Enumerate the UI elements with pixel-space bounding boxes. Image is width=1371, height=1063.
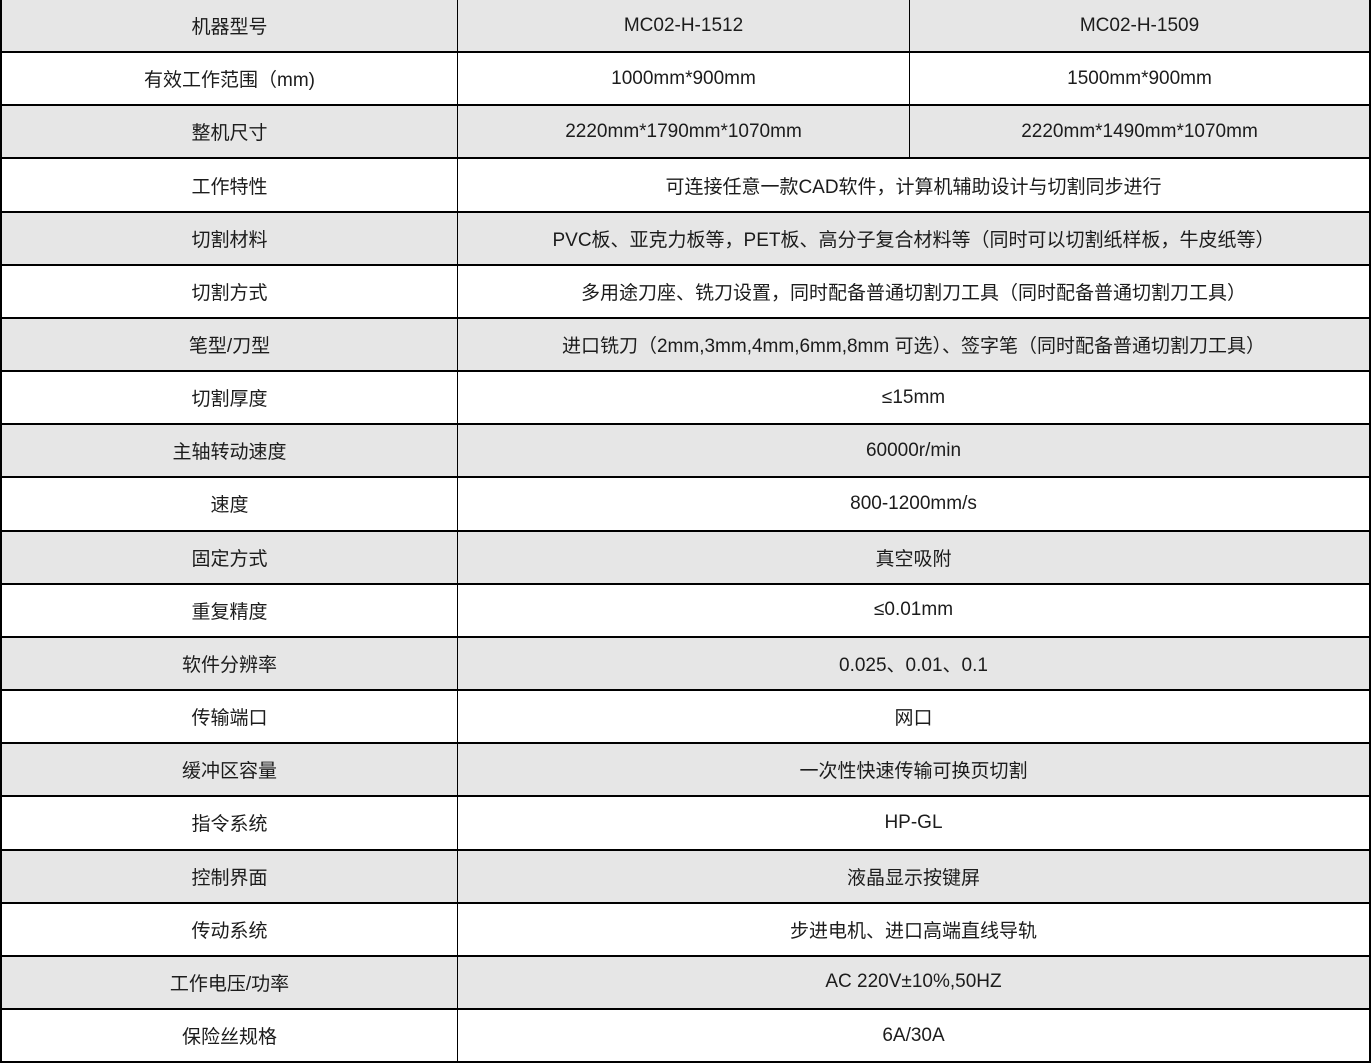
table-row: 笔型/刀型 进口铣刀（2mm,3mm,4mm,6mm,8mm 可选）、签字笔（同时… — [2, 318, 1369, 373]
table-row: 保险丝规格 6A/30A — [2, 1009, 1369, 1062]
row-value-model-1: MC02-H-1512 — [458, 0, 910, 52]
table-row: 切割厚度 ≤15mm — [2, 372, 1369, 426]
row-label: 主轴转动速度 — [2, 425, 458, 477]
row-label: 传动系统 — [2, 903, 458, 955]
row-value: 800-1200mm/s — [850, 492, 977, 514]
table-row: 缓冲区容量 一次性快速传输可换页切割 — [2, 744, 1369, 798]
row-value: PVC板、亚克力板等，PET板、高分子复合材料等（同时可以切割纸样板，牛皮纸等） — [552, 229, 1275, 251]
row-value: ≤0.01mm — [873, 599, 954, 621]
row-label: 缓冲区容量 — [2, 744, 458, 796]
table-row: 重复精度 ≤0.01mm — [2, 584, 1369, 638]
row-value: AC 220V±10%,50HZ — [825, 971, 1002, 993]
row-label: 重复精度 — [2, 584, 458, 636]
row-value: HP-GL — [884, 811, 943, 833]
row-value-model-1: 1000mm*900mm — [458, 53, 910, 105]
row-label: 切割方式 — [2, 265, 458, 317]
row-label: 保险丝规格 — [2, 1009, 458, 1062]
row-label: 切割厚度 — [2, 372, 458, 424]
row-label: 指令系统 — [2, 797, 458, 849]
row-label: 工作特性 — [2, 159, 458, 211]
row-value: 一次性快速传输可换页切割 — [799, 761, 1028, 783]
table-row: 机器型号 MC02-H-1512 MC02-H-1509 — [2, 0, 1369, 54]
table-row: 整机尺寸 2220mm*1790mm*1070mm 2220mm*1490mm*10… — [2, 106, 1369, 160]
table-row: 软件分辨率 0.025、0.01、0.1 — [2, 637, 1369, 692]
table-row: 有效工作范围（mm) 1000mm*900mm 1500mm*900mm — [2, 53, 1369, 107]
row-value: 网口 — [894, 708, 933, 730]
row-value: 液晶显示按键屏 — [846, 867, 980, 889]
row-label: 机器型号 — [2, 0, 458, 52]
row-value-model-2: 2220mm*1490mm*1070mm — [1021, 120, 1258, 142]
row-value: 多用途刀座、铣刀设置，同时配备普通切割刀工具（同时配备普通切割刀工具） — [580, 282, 1246, 304]
row-label: 速度 — [2, 478, 458, 530]
row-value-model-2: 1500mm*900mm — [1067, 67, 1212, 89]
row-label: 笔型/刀型 — [2, 318, 458, 371]
row-label: 工作电压/功率 — [2, 956, 458, 1008]
table-row: 工作电压/功率 AC 220V±10%,50HZ — [2, 956, 1369, 1010]
row-value: 6A/30A — [882, 1024, 945, 1046]
row-label: 传输端口 — [2, 691, 458, 743]
row-value: 进口铣刀（2mm,3mm,4mm,6mm,8mm 可选）、签字笔（同时配备普通切… — [561, 336, 1265, 358]
row-value: ≤15mm — [881, 386, 946, 408]
row-value: 真空吸附 — [875, 548, 952, 570]
table-row: 速度 800-1200mm/s — [2, 478, 1369, 532]
row-value-model-1: 2220mm*1790mm*1070mm — [458, 106, 910, 158]
table-row: 传动系统 步进电机、进口高端直线导轨 — [2, 903, 1369, 957]
row-value: 60000r/min — [865, 439, 962, 461]
table-row: 切割方式 多用途刀座、铣刀设置，同时配备普通切割刀工具（同时配备普通切割刀工具） — [2, 265, 1369, 319]
table-row: 切割材料 PVC板、亚克力板等，PET板、高分子复合材料等（同时可以切割纸样板，牛… — [2, 212, 1369, 266]
row-label: 有效工作范围（mm) — [2, 53, 458, 105]
table-row: 指令系统 HP-GL — [2, 797, 1369, 851]
row-label: 固定方式 — [2, 531, 458, 583]
row-value: 步进电机、进口高端直线导轨 — [789, 920, 1037, 942]
table-row: 工作特性 可连接任意一款CAD软件，计算机辅助设计与切割同步进行 — [2, 159, 1369, 213]
row-label: 切割材料 — [2, 212, 458, 264]
row-value: 可连接任意一款CAD软件，计算机辅助设计与切割同步进行 — [665, 176, 1162, 198]
table-row: 主轴转动速度 60000r/min — [2, 425, 1369, 479]
row-value-model-2: MC02-H-1509 — [1079, 14, 1200, 36]
row-value: 0.025、0.01、0.1 — [839, 654, 988, 676]
table-row: 固定方式 真空吸附 — [2, 531, 1369, 585]
table-row: 控制界面 液晶显示按键屏 — [2, 850, 1369, 904]
row-label: 软件分辨率 — [2, 637, 458, 690]
table-row: 传输端口 网口 — [2, 691, 1369, 745]
row-label: 控制界面 — [2, 850, 458, 902]
row-label: 整机尺寸 — [2, 106, 458, 158]
